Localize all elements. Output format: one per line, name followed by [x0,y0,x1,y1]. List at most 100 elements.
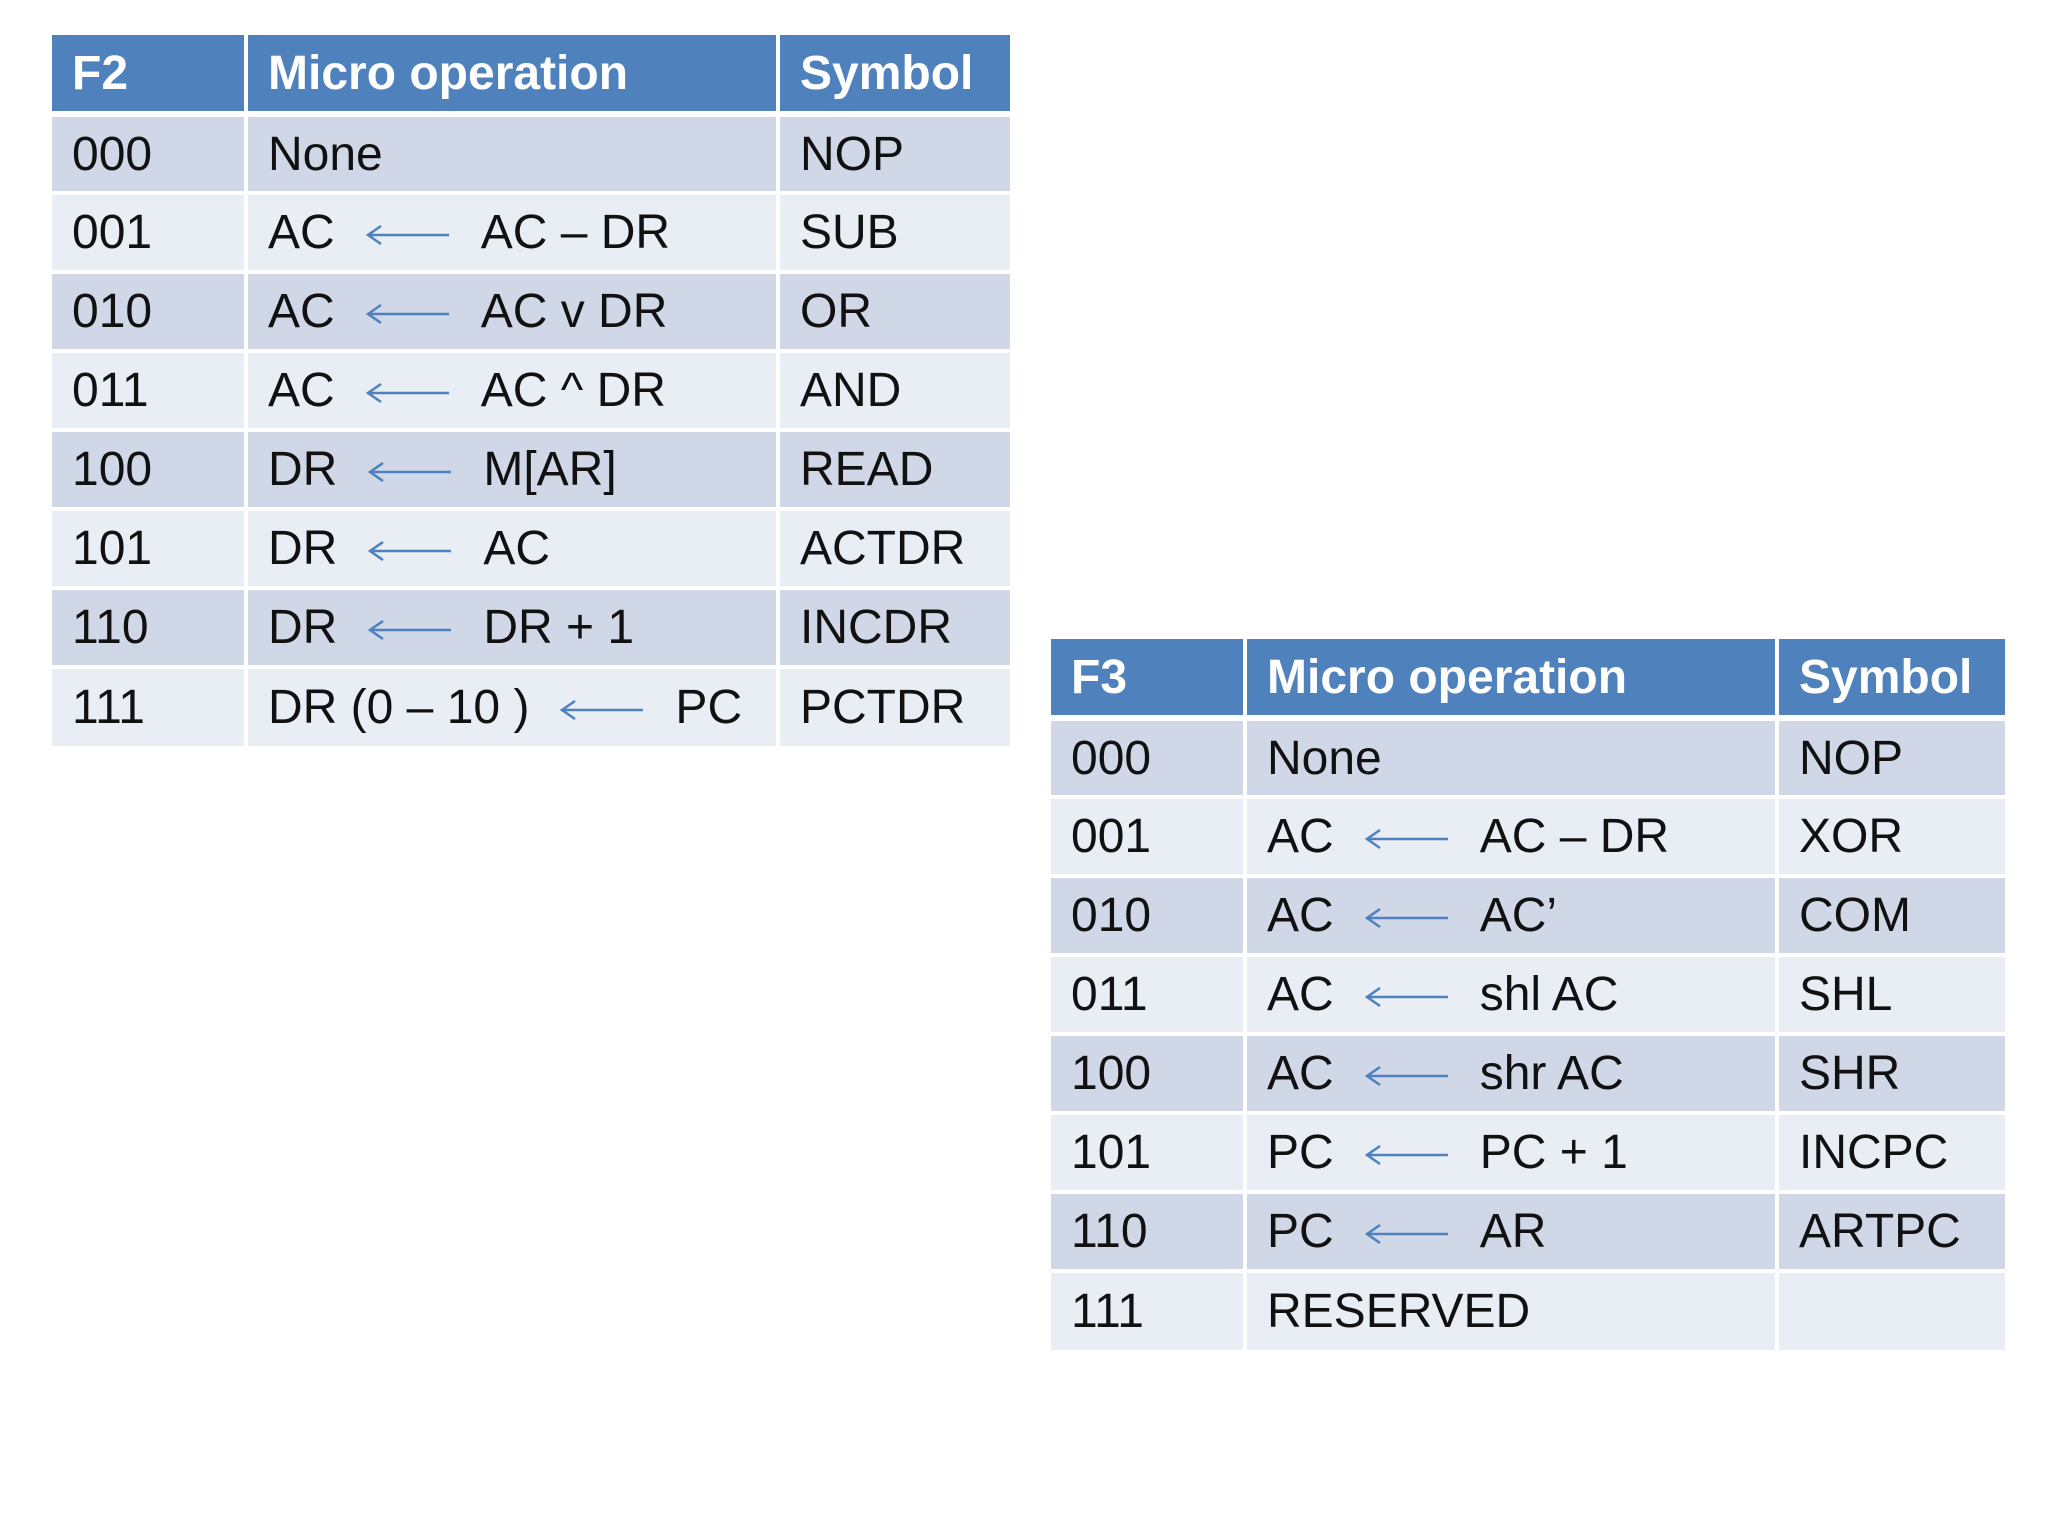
f3-header-row: F3 Micro operation Symbol [1051,639,2005,721]
operation-source: AC ^ DR [480,364,666,417]
f3-operation-cell: AC AC’ [1245,876,1779,957]
operation-destination: AC [268,364,335,417]
operation-source: PC + 1 [1479,1126,1628,1179]
operation-destination: DR (0 – 10 ) [268,681,530,734]
operation-source: M[AR] [483,443,617,496]
f2-table-row: 010 AC AC v DR OR [52,272,1010,353]
f3-operation-cell: None [1245,718,1779,799]
f3-table-row: 001 AC AC – DR XOR [1051,797,2005,878]
f2-code-cell: 011 [52,351,248,432]
f2-operation-cell: DR (0 – 10 ) PC [246,667,780,746]
f3-symbol-cell: XOR [1777,797,2005,878]
f3-operation-cell: AC AC – DR [1245,797,1779,878]
operation-text: None [268,127,383,181]
left-arrow-icon [1364,987,1448,1008]
f2-table-row: 011 AC AC ^ DR AND [52,351,1010,432]
f2-operation-cell: None [246,114,780,195]
left-arrow-icon [368,462,452,483]
f3-code-cell: 001 [1051,797,1247,878]
f3-code-header: F3 [1051,639,1247,721]
f3-table-row: 100 AC shr AC SHR [1051,1034,2005,1115]
operation-source: PC [675,681,743,734]
f2-code-cell: 101 [52,509,248,590]
operation-source: AC v DR [480,285,668,338]
operation-destination: PC [1267,1126,1334,1179]
f2-symbol-cell: INCDR [778,588,1010,669]
f2-symbol-cell: PCTDR [778,667,1010,746]
f3-symbol-cell: SHL [1777,955,2005,1036]
f3-symbol-cell: INCPC [1777,1113,2005,1194]
f2-symbol-cell: NOP [778,114,1010,195]
f2-symbol-header: Symbol [778,35,1010,117]
f3-table-row: 000 None NOP [1051,718,2005,799]
f2-code-cell: 111 [52,667,248,746]
f3-operation-cell: RESERVED [1245,1271,1779,1350]
f2-code-cell: 000 [52,114,248,195]
left-arrow-icon [368,541,452,562]
operation-source: DR + 1 [483,601,635,654]
operation-source: shr AC [1479,1047,1624,1100]
f2-symbol-cell: OR [778,272,1010,353]
left-arrow-icon [365,304,449,325]
operation-text: None [1267,731,1382,785]
f3-code-cell: 000 [1051,718,1247,799]
left-arrow-icon [365,383,449,404]
f3-symbol-cell: SHR [1777,1034,2005,1115]
operation-destination: AC [1267,1047,1334,1100]
f3-table-row: 110 PC AR ARTPC [1051,1192,2005,1273]
left-arrow-icon [1364,1066,1448,1087]
operation-source: AR [1479,1205,1547,1258]
f3-code-cell: 101 [1051,1113,1247,1194]
f3-symbol-cell: NOP [1777,718,2005,799]
f3-micro-operation-table: F3 Micro operation Symbol 000 None NOP 001 A… [1051,639,2005,1350]
f3-operation-cell: PC AR [1245,1192,1779,1273]
f2-operation-cell: DR DR + 1 [246,588,780,669]
f3-code-cell: 111 [1051,1271,1247,1350]
left-arrow-icon [368,620,452,641]
f2-operation-cell: AC AC – DR [246,193,780,274]
f2-operation-cell: AC AC ^ DR [246,351,780,432]
operation-destination: AC [268,206,335,259]
f3-symbol-cell [1777,1271,2005,1350]
f2-table-row: 100 DR M[AR] READ [52,430,1010,511]
left-arrow-icon [1364,1224,1448,1245]
f2-table-row: 101 DR AC ACTDR [52,509,1010,590]
f2-operation-cell: DR M[AR] [246,430,780,511]
f2-code-header: F2 [52,35,248,117]
left-arrow-icon [560,700,644,721]
f3-code-cell: 011 [1051,955,1247,1036]
f3-table-row: 011 AC shl AC SHL [1051,955,2005,1036]
f3-operation-cell: AC shl AC [1245,955,1779,1036]
f2-table-row: 000 None NOP [52,114,1010,195]
f3-operation-cell: PC PC + 1 [1245,1113,1779,1194]
f3-code-cell: 100 [1051,1034,1247,1115]
f2-symbol-cell: SUB [778,193,1010,274]
operation-destination: AC [1267,968,1334,1021]
f3-code-cell: 010 [1051,876,1247,957]
f3-table-row: 111 RESERVED [1051,1271,2005,1350]
left-arrow-icon [365,225,449,246]
f2-symbol-cell: READ [778,430,1010,511]
f2-symbol-cell: AND [778,351,1010,432]
f3-symbol-cell: ARTPC [1777,1192,2005,1273]
f3-table-row: 010 AC AC’ COM [1051,876,2005,957]
f2-code-cell: 010 [52,272,248,353]
f3-table-row: 101 PC PC + 1 INCPC [1051,1113,2005,1194]
f3-symbol-header: Symbol [1777,639,2005,721]
left-arrow-icon [1364,908,1448,929]
f2-operation-cell: AC AC v DR [246,272,780,353]
f2-micro-operation-table: F2 Micro operation Symbol 000 None NOP 001 A… [52,35,1010,746]
operation-text: RESERVED [1267,1285,1531,1338]
f2-operation-cell: DR AC [246,509,780,590]
f3-symbol-cell: COM [1777,876,2005,957]
f3-operation-header: Micro operation [1245,639,1779,721]
f2-table-row: 110 DR DR + 1 INCDR [52,588,1010,669]
operation-source: AC’ [1479,889,1558,942]
f2-code-cell: 100 [52,430,248,511]
operation-destination: AC [1267,810,1334,863]
operation-source: AC – DR [480,206,671,259]
f2-table-row: 001 AC AC – DR SUB [52,193,1010,274]
f2-table-row: 111 DR (0 – 10 ) PC PCTDR [52,667,1010,746]
operation-destination: AC [1267,889,1334,942]
operation-source: shl AC [1479,968,1619,1021]
